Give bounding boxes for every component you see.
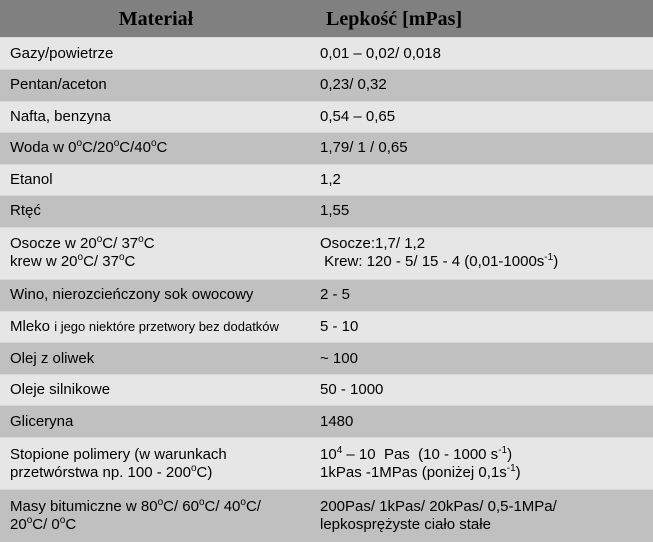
- table-row: Pentan/aceton0,23/ 0,32: [0, 69, 653, 101]
- viscosity-cell: 0,01 – 0,02/ 0,018: [310, 38, 653, 70]
- viscosity-cell: 104 – 10 Pas (10 - 1000 s-1)1kPas -1MPas…: [310, 437, 653, 490]
- material-cell: Stopione polimery (w warunkach przetwórs…: [0, 437, 310, 490]
- column-header-material: Materiał: [0, 0, 310, 38]
- viscosity-table: MateriałLepkość [mPas]Gazy/powietrze0,01…: [0, 0, 653, 542]
- viscosity-cell: 0,23/ 0,32: [310, 69, 653, 101]
- material-cell: Nafta, benzyna: [0, 101, 310, 133]
- viscosity-cell: 1,79/ 1 / 0,65: [310, 133, 653, 165]
- table-row: Etanol1,2: [0, 164, 653, 196]
- table-row: Olej z oliwek~ 100: [0, 343, 653, 375]
- material-cell: Woda w 0oC/20oC/40oC: [0, 133, 310, 165]
- column-header-viscosity: Lepkość [mPas]: [310, 0, 653, 38]
- viscosity-cell: 0,54 – 0,65: [310, 101, 653, 133]
- table-row: Stopione polimery (w warunkach przetwórs…: [0, 437, 653, 490]
- table-row: Oleje silnikowe50 - 1000: [0, 374, 653, 406]
- viscosity-cell: 1,55: [310, 196, 653, 228]
- material-cell: Etanol: [0, 164, 310, 196]
- table-row: Gliceryna1480: [0, 406, 653, 438]
- viscosity-cell: 50 - 1000: [310, 374, 653, 406]
- table-body: MateriałLepkość [mPas]Gazy/powietrze0,01…: [0, 0, 653, 542]
- material-cell: Osocze w 20oC/ 37oCkrew w 20oC/ 37oC: [0, 227, 310, 280]
- table-row: Rtęć1,55: [0, 196, 653, 228]
- viscosity-cell: ~ 100: [310, 343, 653, 375]
- viscosity-cell: 5 - 10: [310, 311, 653, 343]
- viscosity-cell: 1,2: [310, 164, 653, 196]
- material-cell: Gliceryna: [0, 406, 310, 438]
- table-header-row: MateriałLepkość [mPas]: [0, 0, 653, 38]
- table-row: Osocze w 20oC/ 37oCkrew w 20oC/ 37oCOsoc…: [0, 227, 653, 280]
- viscosity-cell: 200Pas/ 1kPas/ 20kPas/ 0,5-1MPa/ lepkosp…: [310, 490, 653, 542]
- table-row: Masy bitumiczne w 80oC/ 60oC/ 40oC/ 20oC…: [0, 490, 653, 542]
- material-cell: Mleko i jego niektóre przetwory bez doda…: [0, 311, 310, 343]
- table-row: Mleko i jego niektóre przetwory bez doda…: [0, 311, 653, 343]
- material-cell: Pentan/aceton: [0, 69, 310, 101]
- material-cell: Rtęć: [0, 196, 310, 228]
- material-cell: Oleje silnikowe: [0, 374, 310, 406]
- table-row: Wino, nierozcieńczony sok owocowy2 - 5: [0, 280, 653, 312]
- table-row: Woda w 0oC/20oC/40oC1,79/ 1 / 0,65: [0, 133, 653, 165]
- table-row: Nafta, benzyna0,54 – 0,65: [0, 101, 653, 133]
- material-cell: Masy bitumiczne w 80oC/ 60oC/ 40oC/ 20oC…: [0, 490, 310, 542]
- material-cell: Wino, nierozcieńczony sok owocowy: [0, 280, 310, 312]
- material-cell: Olej z oliwek: [0, 343, 310, 375]
- viscosity-cell: 2 - 5: [310, 280, 653, 312]
- viscosity-cell: 1480: [310, 406, 653, 438]
- table-row: Gazy/powietrze0,01 – 0,02/ 0,018: [0, 38, 653, 70]
- viscosity-cell: Osocze:1,7/ 1,2 Krew: 120 - 5/ 15 - 4 (0…: [310, 227, 653, 280]
- material-cell: Gazy/powietrze: [0, 38, 310, 70]
